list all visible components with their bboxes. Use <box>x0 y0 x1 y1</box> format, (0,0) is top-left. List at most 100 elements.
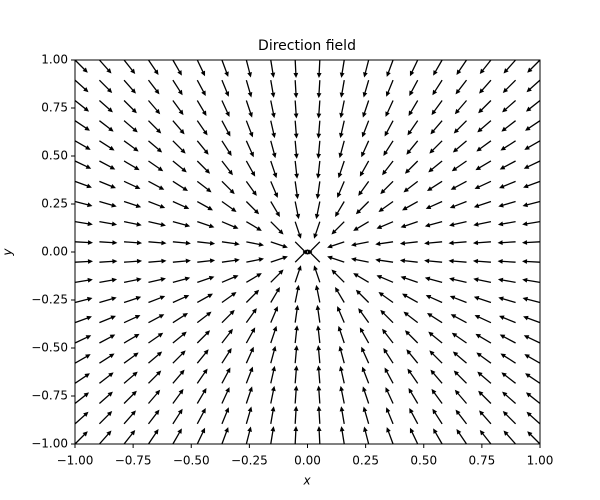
arrow <box>479 59 492 75</box>
arrow <box>293 426 299 445</box>
arrow <box>197 275 215 283</box>
arrow <box>432 408 443 425</box>
arrow <box>245 180 257 196</box>
arrow <box>500 353 516 364</box>
arrow <box>472 240 491 246</box>
y-tick-label: 0.00 <box>41 245 68 259</box>
arrow <box>383 140 394 156</box>
arrow <box>148 140 163 153</box>
arrow <box>148 332 164 344</box>
arrow <box>339 100 345 119</box>
arrow <box>497 240 516 245</box>
arrow <box>475 160 492 171</box>
arrow <box>476 352 492 364</box>
arrow <box>197 258 216 264</box>
arrow <box>431 100 443 116</box>
arrow <box>270 221 284 235</box>
arrow <box>221 407 230 425</box>
y-tick-label: 1.00 <box>41 53 68 67</box>
arrow <box>270 345 277 364</box>
arrow <box>172 369 185 384</box>
arrow <box>402 293 419 304</box>
arrow <box>358 180 370 196</box>
arrow <box>409 408 419 425</box>
y-tick-label: 0.25 <box>41 197 68 211</box>
arrow <box>359 327 370 344</box>
arrow <box>147 79 160 95</box>
arrow <box>430 120 443 135</box>
arrow <box>74 180 92 189</box>
arrow <box>148 160 164 172</box>
arrow <box>335 287 345 303</box>
arrow <box>196 427 206 445</box>
arrow <box>523 335 541 344</box>
arrow <box>526 79 541 93</box>
arrow <box>99 334 116 344</box>
arrow <box>123 79 136 94</box>
arrow <box>339 406 345 424</box>
arrow <box>270 255 288 263</box>
arrow <box>433 59 443 76</box>
arrow <box>315 304 321 323</box>
arrow <box>245 366 254 384</box>
arrow <box>503 430 517 445</box>
arrow <box>123 333 140 344</box>
arrow <box>99 353 115 364</box>
y-tick-label: −1.00 <box>31 437 68 451</box>
arrow <box>339 120 345 139</box>
y-tick-label: −0.75 <box>31 389 68 403</box>
arrow <box>270 59 276 78</box>
arrow <box>270 269 284 283</box>
arrow <box>124 258 143 264</box>
arrow <box>172 100 184 116</box>
arrow <box>499 160 516 170</box>
arrow <box>245 289 260 303</box>
arrow <box>384 367 394 384</box>
arrow <box>475 333 492 344</box>
arrow <box>99 372 114 384</box>
arrow <box>473 296 492 304</box>
arrow <box>294 265 302 283</box>
arrow <box>123 221 142 227</box>
arrow <box>316 59 322 78</box>
arrow <box>294 160 299 179</box>
arrow <box>293 140 299 159</box>
arrow <box>221 180 235 195</box>
arrow <box>98 430 112 445</box>
arrow <box>245 426 252 445</box>
arrow <box>74 200 93 208</box>
arrow <box>400 221 418 229</box>
arrow <box>425 294 443 304</box>
arrow <box>172 331 187 344</box>
arrow <box>522 259 541 264</box>
arrow <box>172 350 186 364</box>
arrow <box>498 296 516 304</box>
y-axis-label: y <box>1 248 15 257</box>
arrow <box>408 388 419 404</box>
arrow <box>524 140 541 150</box>
arrow <box>479 410 492 425</box>
arrow <box>123 100 137 114</box>
arrow <box>408 100 419 116</box>
arrow <box>316 405 322 424</box>
arrow <box>99 296 117 304</box>
arrow <box>355 201 370 215</box>
arrow <box>147 429 159 445</box>
arrow <box>477 371 492 384</box>
arrow <box>404 330 419 344</box>
arrow <box>524 354 541 364</box>
arrow <box>221 328 233 344</box>
arrow <box>196 100 207 116</box>
arrow <box>74 277 93 283</box>
arrow <box>221 427 229 445</box>
arrow <box>270 385 276 404</box>
arrow <box>316 160 321 179</box>
arrow <box>172 258 191 264</box>
arrow <box>526 411 541 425</box>
arrow <box>148 240 167 246</box>
arrow <box>523 315 541 324</box>
arrow <box>148 120 162 134</box>
arrow <box>362 386 370 404</box>
arrow <box>294 241 308 255</box>
arrow <box>452 351 467 364</box>
